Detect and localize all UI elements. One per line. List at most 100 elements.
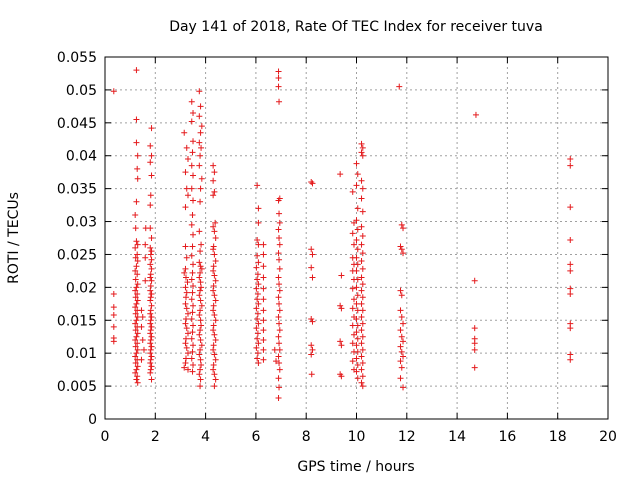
data-point [132,254,139,261]
data-point [253,264,260,271]
data-point [148,265,155,272]
data-point [197,327,204,334]
data-point [358,300,365,307]
data-point [276,384,283,391]
data-point [276,281,283,288]
data-point [198,342,205,349]
x-tick-label: 2 [151,429,160,445]
data-point [353,315,360,322]
data-point [260,251,267,258]
data-point [147,287,154,294]
data-point [188,315,195,322]
data-point [398,221,405,228]
data-point [260,337,267,344]
data-point [359,383,366,390]
data-point [359,320,366,327]
data-point [400,225,407,232]
data-point [132,211,139,218]
data-point [134,330,141,337]
data-point [148,152,155,159]
data-point [354,226,361,233]
data-point [148,353,155,360]
data-point [567,204,574,211]
data-point [147,159,154,166]
data-point [147,283,154,290]
data-point [212,277,219,284]
data-point [132,327,139,334]
data-point [148,235,155,241]
data-point [210,366,217,373]
data-point [275,274,282,281]
data-point [254,182,261,189]
x-tick-label: 18 [549,429,567,445]
data-point [182,265,189,272]
data-point [147,317,154,324]
data-point [358,366,365,373]
data-point [132,369,139,376]
data-point [210,177,217,184]
data-point [353,236,360,243]
data-point [182,320,189,327]
data-point [308,179,315,186]
data-point [353,182,360,189]
data-point [132,267,139,274]
data-point [184,330,191,337]
data-point [396,83,403,90]
data-point [147,244,154,251]
data-point [190,109,197,116]
data-point [472,111,479,118]
data-point [147,369,154,376]
data-point [212,317,219,324]
data-point [354,307,361,314]
data-point [254,355,261,362]
data-point [276,300,283,307]
data-point [147,307,154,314]
data-point [260,263,267,270]
data-point [354,362,361,369]
data-point [210,307,217,314]
data-point [132,244,139,251]
data-point [349,340,356,347]
data-point [182,315,189,322]
data-point [353,267,360,274]
data-point [275,197,282,204]
y-tick-label: 0.055 [57,50,97,66]
data-point [353,300,360,307]
data-point [354,375,361,382]
data-point [147,327,154,334]
data-point [254,236,261,243]
data-point [132,353,139,360]
data-point [147,294,154,301]
data-point [397,287,404,294]
data-point [255,219,262,226]
data-point [147,261,154,268]
data-point [197,337,204,344]
data-point [308,246,315,253]
x-tick-label: 14 [448,429,466,445]
data-point [354,205,361,212]
data-point [184,192,191,199]
data-point [260,356,267,363]
data-point [567,236,574,243]
data-point [349,230,356,237]
data-point [188,276,195,283]
data-point [254,296,261,303]
data-point [400,320,407,327]
data-point [211,251,218,258]
data-point [398,333,405,340]
data-point [349,305,356,312]
data-point [254,335,261,342]
data-point [148,290,155,297]
data-point [350,331,357,338]
data-point [309,251,316,258]
data-point [253,285,260,292]
data-point [260,285,267,292]
data-point [132,360,139,367]
data-point [190,231,197,238]
data-point [110,290,117,297]
data-point [183,344,190,351]
data-point [133,376,140,383]
data-point [338,373,345,380]
data-point [211,312,218,319]
data-point [567,261,574,268]
